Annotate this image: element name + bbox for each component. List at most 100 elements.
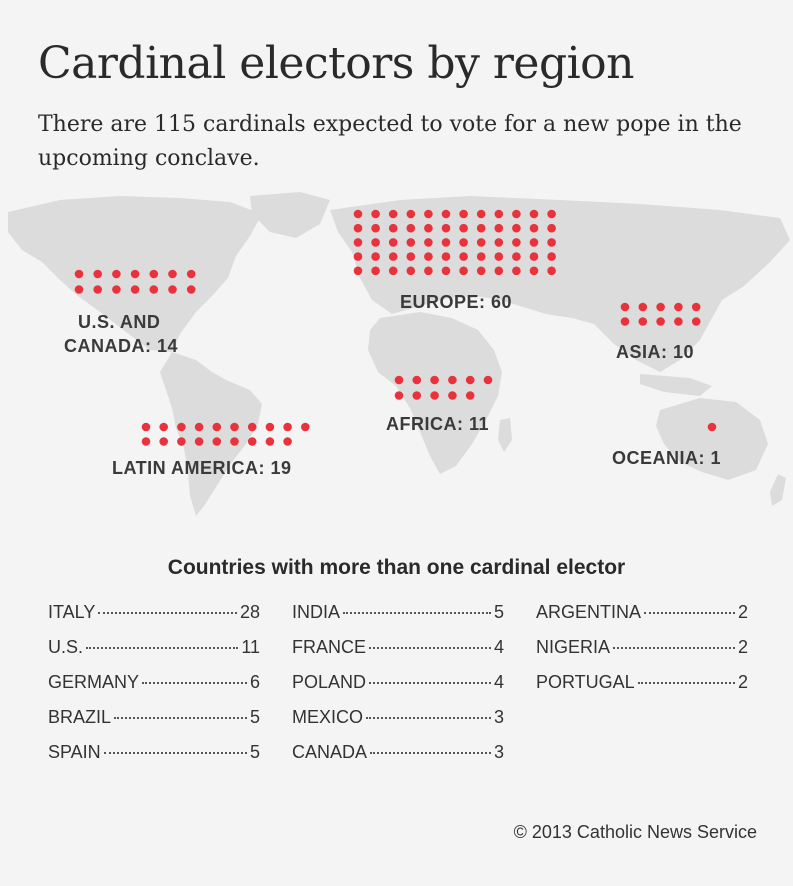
cardinal-dot xyxy=(476,238,486,247)
leader-dots xyxy=(103,752,247,754)
cardinal-dot xyxy=(371,209,380,219)
cardinal-dot xyxy=(674,302,683,312)
cardinal-dot xyxy=(529,238,539,247)
cardinal-dot xyxy=(476,252,486,261)
cardinal-dot xyxy=(638,317,648,326)
countries-table-title: Countries with more than one cardinal el… xyxy=(167,556,626,579)
cardinal-dot xyxy=(547,266,556,276)
country-count: 11 xyxy=(241,637,260,657)
cardinal-dot xyxy=(547,209,556,219)
cardinal-dot xyxy=(512,266,521,276)
cardinal-dot xyxy=(459,238,468,247)
cardinal-dot xyxy=(547,223,556,233)
cardinal-dot xyxy=(186,285,196,294)
cardinal-dot xyxy=(476,266,486,276)
cardinal-dot xyxy=(353,238,363,247)
cardinal-dot xyxy=(212,422,222,432)
cardinal-dot xyxy=(441,266,451,276)
dot-cluster-europe xyxy=(353,209,556,276)
region-label-oceania: OCEANIA: 1 xyxy=(612,448,722,468)
cardinal-dot xyxy=(112,285,121,294)
leader-dots xyxy=(86,647,239,649)
region-label-us-canada-line1: U.S. AND xyxy=(78,312,161,332)
region-label-us-canada-2: CANADA: 14 xyxy=(64,334,178,358)
cardinal-dot xyxy=(371,266,380,276)
cardinal-dot xyxy=(465,391,475,400)
cardinal-dot xyxy=(149,269,159,279)
dot-cluster-latin-america xyxy=(141,422,310,446)
region-label-us-canada-line2: CANADA: 14 xyxy=(64,336,179,356)
cardinal-dot xyxy=(186,269,196,279)
cardinal-dot xyxy=(130,269,140,279)
cardinal-dot xyxy=(424,209,433,219)
country-name: GERMANY xyxy=(48,672,140,692)
country-row: MEXICO 3 xyxy=(292,707,504,742)
credit-text: © 2013 Catholic News Service xyxy=(513,822,757,842)
cardinal-dot xyxy=(441,252,451,261)
cardinal-dot xyxy=(494,252,504,261)
cardinal-dot xyxy=(265,437,275,446)
cardinal-dot xyxy=(353,223,363,233)
cardinal-dot xyxy=(691,317,701,326)
leader-dots xyxy=(142,682,247,684)
cardinal-dot xyxy=(394,375,404,385)
cardinal-dot xyxy=(371,223,380,233)
country-name: FRANCE xyxy=(292,637,367,657)
country-count: 3 xyxy=(493,707,504,727)
dot-cluster-africa xyxy=(394,375,493,400)
cardinal-dot xyxy=(430,391,439,400)
country-row: POLAND 4 xyxy=(292,672,504,707)
cardinal-dot xyxy=(230,437,239,446)
cardinal-dot xyxy=(441,223,451,233)
cardinal-dot xyxy=(301,422,310,432)
country-row: FRANCE 4 xyxy=(292,637,504,672)
cardinal-dot xyxy=(412,391,422,400)
cardinal-dot xyxy=(74,285,84,294)
cardinal-dot xyxy=(265,422,275,432)
country-name: U.S. xyxy=(48,637,84,657)
cardinal-dot xyxy=(512,238,521,247)
country-row: SPAIN 5 xyxy=(48,742,260,777)
cardinal-dot xyxy=(93,285,102,294)
leader-dots xyxy=(644,612,735,614)
cardinal-dot xyxy=(412,375,422,385)
dot-cluster-u-s-and-canada xyxy=(74,269,196,294)
cardinal-dot xyxy=(388,209,398,219)
cardinal-dot xyxy=(177,437,186,446)
leader-dots xyxy=(613,647,735,649)
cardinal-dot xyxy=(620,317,630,326)
country-row: BRAZIL 5 xyxy=(48,707,260,742)
region-label-latin-america: LATIN AMERICA: 19 xyxy=(112,458,292,478)
country-count: 2 xyxy=(737,672,748,692)
countries-column-2: INDIA 5 FRANCE 4 POLAND 4 MEXICO 3 CANADA 3 xyxy=(292,602,504,777)
cardinal-dot xyxy=(388,266,398,276)
cardinal-dot xyxy=(448,375,457,385)
country-row: NIGERIA 2 xyxy=(536,637,748,672)
country-name: ARGENTINA xyxy=(536,602,642,622)
cardinal-dot xyxy=(529,209,539,219)
cardinal-dot xyxy=(430,375,439,385)
country-row: ITALY 28 xyxy=(48,602,260,637)
cardinal-dot xyxy=(388,252,398,261)
country-count: 4 xyxy=(493,637,504,657)
country-name: POLAND xyxy=(292,672,367,692)
cardinal-dot xyxy=(168,285,177,294)
region-label-asia: ASIA: 10 xyxy=(616,342,695,362)
leader-dots xyxy=(637,682,735,684)
country-count: 2 xyxy=(737,637,748,657)
cardinal-dot xyxy=(394,391,404,400)
cardinal-dot xyxy=(529,252,539,261)
cardinal-dot xyxy=(141,437,151,446)
cardinal-dot xyxy=(512,209,521,219)
country-name: CANADA xyxy=(292,742,368,762)
leader-dots xyxy=(369,647,491,649)
country-row: ARGENTINA 2 xyxy=(536,602,748,637)
cardinal-dot xyxy=(406,209,416,219)
cardinal-dot xyxy=(141,422,151,432)
cardinal-dot xyxy=(656,317,665,326)
leader-dots xyxy=(370,752,491,754)
cardinal-dot xyxy=(529,266,539,276)
region-label-us-canada: U.S. AND xyxy=(78,310,160,334)
country-name: PORTUGAL xyxy=(536,672,635,692)
cardinal-dot xyxy=(424,238,433,247)
